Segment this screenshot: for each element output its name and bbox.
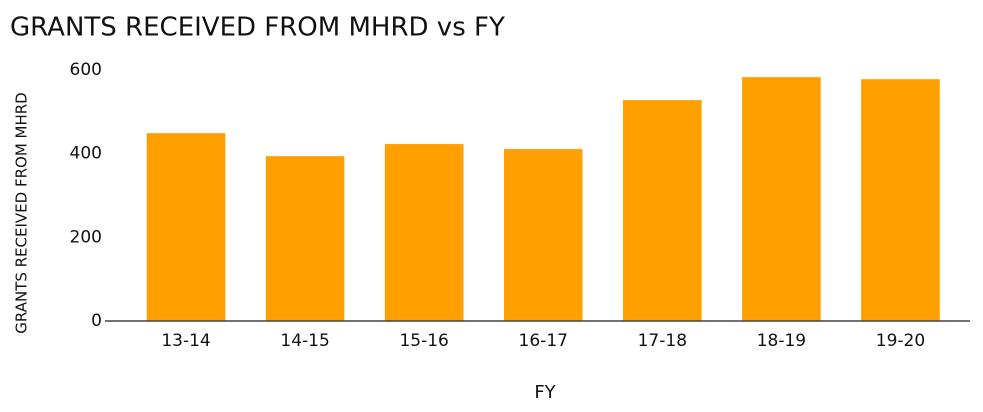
- bar: [146, 133, 226, 321]
- y-tick-label: 400: [70, 144, 102, 164]
- bar: [265, 156, 345, 321]
- bar: [503, 149, 583, 321]
- bar: [861, 79, 940, 321]
- x-tick-label: 17-18: [638, 331, 687, 351]
- bar: [742, 77, 821, 321]
- x-axis-label: FY: [534, 382, 556, 403]
- x-tick-label: 14-15: [280, 331, 329, 351]
- y-tick-label: 600: [70, 60, 102, 80]
- x-tick-label: 16-17: [519, 331, 568, 351]
- x-tick-label: 19-20: [876, 331, 925, 351]
- y-tick-label: 0: [91, 311, 102, 331]
- chart-title: GRANTS RECEIVED FROM MHRD vs FY: [10, 13, 505, 43]
- x-tick-label: 18-19: [757, 331, 806, 351]
- bar: [623, 100, 702, 322]
- x-tick-label: 15-16: [399, 331, 448, 351]
- y-axis-label: GRANTS RECEIVED FROM MHRD: [13, 92, 31, 333]
- y-tick-label: 200: [70, 227, 102, 247]
- x-tick-label: 13-14: [161, 331, 210, 351]
- bar: [384, 144, 464, 321]
